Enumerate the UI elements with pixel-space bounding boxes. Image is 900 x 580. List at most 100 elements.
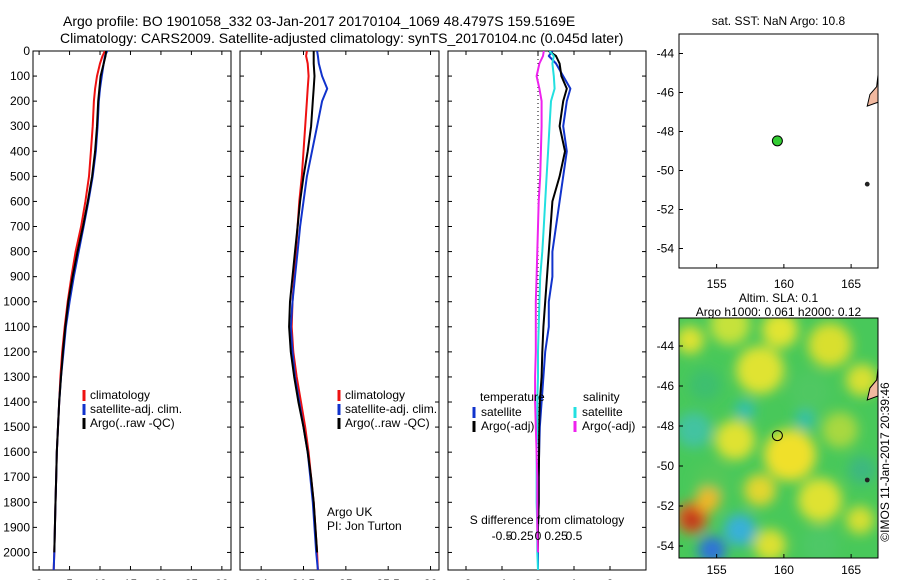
sla-blob xyxy=(679,412,712,448)
temperature-line-argo xyxy=(53,51,108,553)
sla-blob xyxy=(698,536,726,558)
sla-blob xyxy=(802,527,838,558)
sla-blob xyxy=(846,506,874,534)
temperature-x-tick-label: 20 xyxy=(154,577,168,580)
depth-tick-label: 1700 xyxy=(3,470,30,484)
difference-line-3 xyxy=(534,51,545,553)
auckland-islands xyxy=(864,477,870,483)
sst-map-x-label: 155 xyxy=(707,277,727,291)
sla-blob xyxy=(762,318,798,348)
difference-s-tick-label: 0 xyxy=(535,529,542,543)
sla-blob xyxy=(808,323,852,367)
difference-s-axis-label: S difference from climatology xyxy=(470,513,625,527)
coastline-south-island xyxy=(866,367,878,401)
sst-map-x-label: 160 xyxy=(774,277,794,291)
sla-heatmap-field xyxy=(679,318,878,558)
depth-tick-label: 800 xyxy=(10,245,30,259)
auckland-islands xyxy=(864,181,870,187)
sst-map-y-label: -52 xyxy=(657,203,675,217)
difference-x-tick-label: -2 xyxy=(461,577,472,580)
sla-blob xyxy=(736,346,784,394)
sla-blob xyxy=(724,514,756,546)
depth-tick-label: 500 xyxy=(10,169,30,183)
temperature-x-tick-label: 10 xyxy=(93,577,107,580)
sst-map-y-label: -48 xyxy=(657,125,675,139)
temperature-legend-entry: Argo(..raw -QC) xyxy=(90,416,175,430)
sla-blob xyxy=(764,429,816,481)
salinity-plot-frame xyxy=(239,50,440,571)
salinity-line-climatology xyxy=(290,51,319,570)
sla-map-y-label: -54 xyxy=(657,539,675,553)
difference-s-tick-label: 0.5 xyxy=(566,529,583,543)
difference-legend-header: temperature xyxy=(480,390,545,404)
difference-x-tick-label: 1 xyxy=(571,577,578,580)
sla-blob xyxy=(683,511,701,529)
sla-map-x-label: 165 xyxy=(841,563,861,577)
figure-title-line1: Argo profile: BO 1901058_332 03-Jan-2017… xyxy=(63,13,576,29)
sla-heatmap xyxy=(679,318,878,558)
difference-plot-frame xyxy=(447,50,647,571)
sla-blob xyxy=(790,372,830,412)
sla-blob xyxy=(689,369,721,401)
sla-blob xyxy=(754,529,786,558)
depth-tick-label: 700 xyxy=(10,220,30,234)
depth-tick-label: 1900 xyxy=(3,520,30,534)
sla-blob xyxy=(696,488,720,512)
sst-map-y-label: -44 xyxy=(657,47,675,61)
depth-tick-label: 400 xyxy=(10,144,30,158)
difference-legend-entry: satellite xyxy=(582,405,623,419)
depth-tick-label: 1500 xyxy=(3,420,30,434)
depth-tick-label: 300 xyxy=(10,119,30,133)
difference-legend-header: salinity xyxy=(583,390,620,404)
depth-tick-label: 2000 xyxy=(3,545,30,559)
sst-map-y-label: -54 xyxy=(657,242,675,256)
sla-blob xyxy=(744,474,776,506)
difference-s-tick-label: -0.25 xyxy=(506,529,534,543)
salinity-x-tick-label: 34 xyxy=(254,577,268,580)
difference-x-tick-label: -1 xyxy=(497,577,508,580)
sla-map-y-label: -48 xyxy=(657,419,675,433)
depth-tick-label: 1000 xyxy=(3,295,30,309)
difference-x-tick-label: 2 xyxy=(607,577,614,580)
sla-map-x-label: 160 xyxy=(774,563,794,577)
sst-map-title: sat. SST: NaN Argo: 10.8 xyxy=(712,14,846,28)
sst-map-x-label: 165 xyxy=(841,277,861,291)
argo-position-marker xyxy=(771,430,783,442)
sla-blob xyxy=(715,420,755,460)
difference-x-tick-label: 0 xyxy=(535,577,542,580)
salinity-x-tick-label: 35 xyxy=(339,577,353,580)
salinity-line-argo xyxy=(288,51,319,553)
argo-position-marker xyxy=(771,135,783,147)
difference-legend-entry: satellite xyxy=(481,405,522,419)
temperature-x-tick-label: 15 xyxy=(124,577,138,580)
temperature-x-tick-label: 5 xyxy=(66,577,73,580)
temperature-x-tick-label: 25 xyxy=(185,577,199,580)
difference-legend-entry: Argo(-adj) xyxy=(582,419,635,433)
sla-blob xyxy=(798,478,842,522)
sst-map-y-label: -46 xyxy=(657,86,675,100)
difference-s-tick-label: -0.5 xyxy=(492,529,513,543)
sla-map-subtitle: Argo h1000: 0.061 h2000: 0.12 xyxy=(696,305,862,319)
sla-blob xyxy=(822,412,858,448)
sla-map-y-label: -46 xyxy=(657,379,675,393)
depth-tick-label: 1800 xyxy=(3,495,30,509)
sst-map-frame xyxy=(678,33,879,269)
sla-blob xyxy=(679,326,704,354)
temperature-x-tick-label: 30 xyxy=(215,577,229,580)
sla-map-y-label: -44 xyxy=(657,339,675,353)
salinity-legend-entry: Argo(..raw -QC) xyxy=(345,416,430,430)
depth-tick-label: 1200 xyxy=(3,345,30,359)
temperature-x-tick-label: 0 xyxy=(36,577,43,580)
depth-tick-label: 1300 xyxy=(3,370,30,384)
difference-line-0 xyxy=(537,51,572,570)
sla-map-y-label: -50 xyxy=(657,459,675,473)
salinity-legend-entry: climatology xyxy=(345,388,405,402)
salinity-line-satellite xyxy=(289,51,329,570)
depth-tick-label: 200 xyxy=(10,94,30,108)
temperature-legend-entry: climatology xyxy=(90,388,150,402)
coastline-south-island xyxy=(866,74,879,107)
temperature-legend-entry: satellite-adj. clim. xyxy=(90,402,182,416)
imos-watermark: ©IMOS 11-Jan-2017 20:39:46 xyxy=(878,382,892,542)
sla-map-frame xyxy=(678,317,879,559)
